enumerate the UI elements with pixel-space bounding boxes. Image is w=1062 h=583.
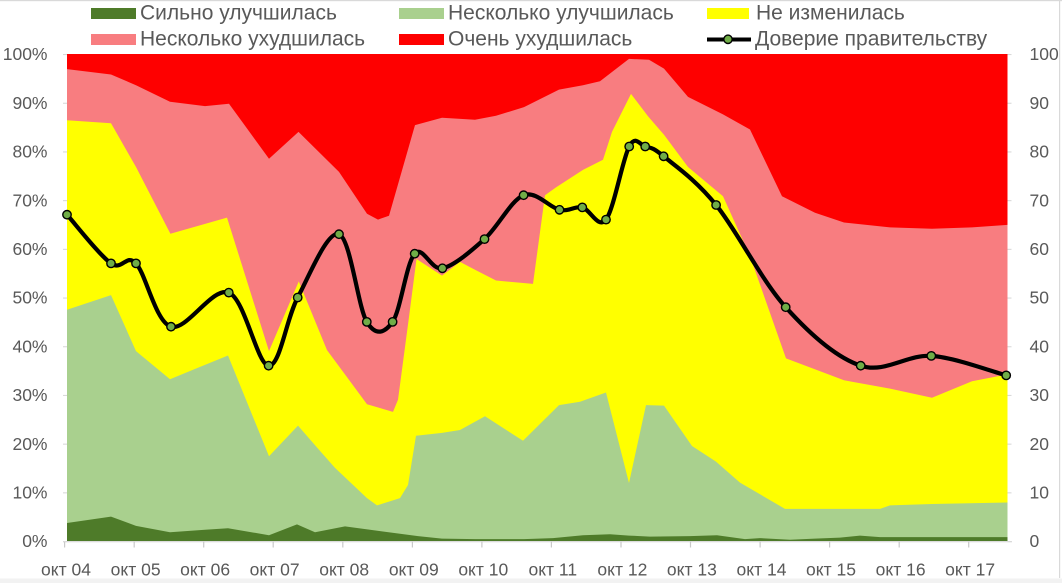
svg-text:60: 60 <box>1030 239 1050 259</box>
svg-text:70: 70 <box>1030 190 1050 210</box>
svg-text:окт 14: окт 14 <box>737 560 787 580</box>
svg-text:0%: 0% <box>22 531 47 551</box>
svg-text:80%: 80% <box>12 142 47 162</box>
svg-text:60%: 60% <box>12 239 47 259</box>
svg-text:Несколько ухудшилась: Несколько ухудшилась <box>140 27 365 50</box>
svg-text:20: 20 <box>1030 434 1050 454</box>
svg-text:Не изменилась: Не изменилась <box>756 2 905 25</box>
svg-text:окт 11: окт 11 <box>528 560 577 580</box>
svg-text:100%: 100% <box>3 44 48 64</box>
svg-text:окт 10: окт 10 <box>458 560 508 580</box>
svg-text:50: 50 <box>1030 288 1050 308</box>
svg-text:окт 09: окт 09 <box>389 560 439 580</box>
svg-text:40: 40 <box>1030 336 1050 356</box>
svg-text:окт 07: окт 07 <box>250 560 300 580</box>
svg-text:70%: 70% <box>12 190 47 210</box>
svg-text:10%: 10% <box>12 483 47 503</box>
svg-text:окт 13: окт 13 <box>667 560 717 580</box>
svg-text:20%: 20% <box>12 434 47 454</box>
svg-text:окт 04: окт 04 <box>41 560 91 580</box>
svg-text:окт 16: окт 16 <box>876 560 926 580</box>
svg-text:окт 12: окт 12 <box>597 560 647 580</box>
svg-text:40%: 40% <box>12 336 47 356</box>
svg-text:90: 90 <box>1030 93 1050 113</box>
svg-text:Доверие правительству: Доверие правительству <box>755 27 988 50</box>
svg-text:окт 05: окт 05 <box>111 560 161 580</box>
svg-text:окт 06: окт 06 <box>180 560 230 580</box>
svg-text:10: 10 <box>1030 483 1050 503</box>
svg-text:окт 17: окт 17 <box>945 560 995 580</box>
svg-text:Сильно улучшилась: Сильно улучшилась <box>140 2 337 25</box>
svg-text:80: 80 <box>1030 142 1050 162</box>
svg-text:50%: 50% <box>12 288 47 308</box>
svg-text:Очень ухудшилась: Очень ухудшилась <box>448 27 632 50</box>
svg-text:0: 0 <box>1030 531 1040 551</box>
svg-text:100: 100 <box>1030 44 1059 64</box>
svg-text:Несколько улучшилась: Несколько улучшилась <box>448 2 674 25</box>
svg-text:окт 08: окт 08 <box>319 560 369 580</box>
svg-text:окт 15: окт 15 <box>806 560 856 580</box>
svg-text:30: 30 <box>1030 385 1050 405</box>
svg-text:30%: 30% <box>12 385 47 405</box>
svg-text:90%: 90% <box>12 93 47 113</box>
